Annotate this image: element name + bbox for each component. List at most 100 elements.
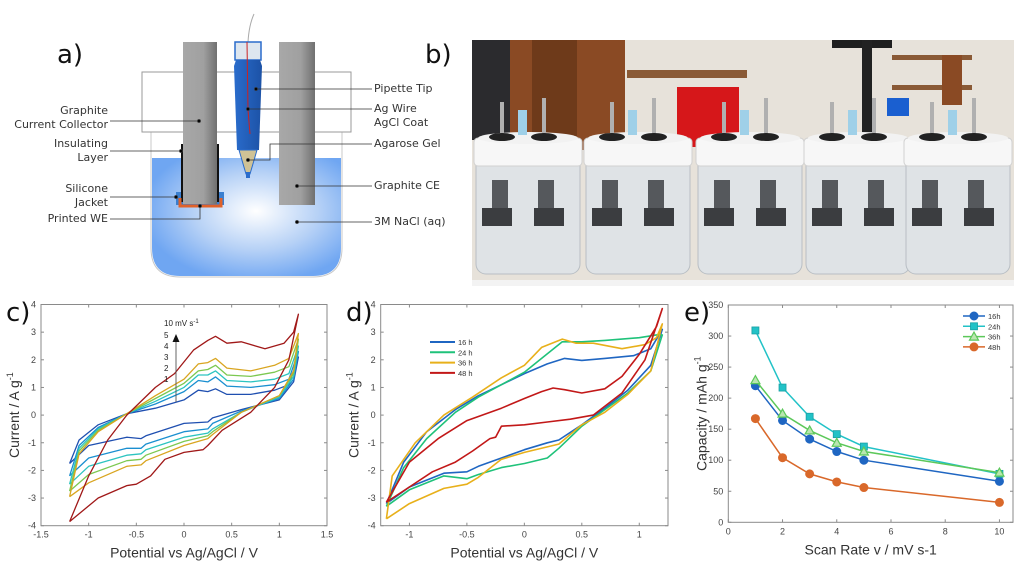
insulating-layer-left <box>181 144 183 202</box>
x-tick-label: 2 <box>780 526 785 536</box>
annotation-item: 5 <box>164 331 169 340</box>
data-point-48h <box>750 414 760 424</box>
annotation-item: 3 <box>164 353 169 362</box>
x-tick-label: 1.5 <box>321 530 334 540</box>
label-insulating-layer: Insulating Layer <box>0 137 108 165</box>
electrode-rod <box>714 180 730 210</box>
y-tick-label: 1 <box>31 382 36 392</box>
x-tick-label: 1 <box>637 530 642 540</box>
connector-pin <box>930 102 934 136</box>
x-tick-label: 0 <box>181 530 186 540</box>
jar <box>803 98 913 275</box>
x-tick-label: 0 <box>726 526 731 536</box>
panel-a-label: a) <box>57 40 84 70</box>
legend-label: 24h <box>988 322 1001 331</box>
series-line-10-mV-s-1 <box>69 313 300 523</box>
label-pipette-tip: Pipette Tip <box>374 82 433 96</box>
y-tick-label: 100 <box>708 455 723 465</box>
jar <box>583 98 693 275</box>
electrode-rod <box>538 180 554 210</box>
plot-frame <box>40 304 328 527</box>
label-printed-we: Printed WE <box>0 212 108 226</box>
pipette-tip-end <box>246 172 250 178</box>
electrode-rod <box>602 180 618 210</box>
data-point-48h <box>805 469 815 479</box>
grommet <box>711 133 737 141</box>
x-tick-label: 6 <box>888 526 893 536</box>
grommet <box>961 133 987 141</box>
connector-pin <box>652 98 656 136</box>
grommet <box>753 133 779 141</box>
x-tick-label: 8 <box>943 526 948 536</box>
label-line: Insulating <box>53 137 108 150</box>
connector-pin <box>500 102 504 136</box>
data-point-36h <box>831 437 843 447</box>
legend-label: 36 h <box>458 359 473 368</box>
y-tick-label: 350 <box>708 300 723 310</box>
label-line: Agarose Gel <box>374 137 441 150</box>
connector-pin <box>722 102 726 136</box>
pipette-top <box>234 41 262 61</box>
panel-d-label: d) <box>346 298 373 328</box>
legend-label: 16h <box>988 312 1001 321</box>
data-point-48h <box>994 497 1004 507</box>
electrode-rod <box>868 180 884 210</box>
y-tick-label: 3 <box>371 327 376 337</box>
chart-c-cv-scan-rates: -1.5 -1 -0.5 0 0.5 1 1.5 -4 -3 -2 -1 0 1 2 3 4 Potential… <box>5 300 334 561</box>
pipette-tip <box>848 110 857 135</box>
data-point-36h <box>804 424 816 435</box>
panel-b-label: b) <box>425 40 452 70</box>
y-tick-label: 4 <box>371 300 376 310</box>
y-tick-label: -1 <box>28 438 36 448</box>
graphite-counter-electrode <box>279 42 315 205</box>
legend-label: 24 h <box>458 348 473 357</box>
data-point-24h <box>970 322 978 331</box>
electrode-block <box>534 208 564 226</box>
data-point-36h <box>858 445 870 456</box>
electrode-block <box>704 208 734 226</box>
x-tick-label: 0.5 <box>576 530 589 540</box>
y-tick-label: -2 <box>368 465 376 475</box>
label-agarose-gel: Agarose Gel <box>374 137 441 151</box>
y-tick-label: -4 <box>368 521 376 531</box>
data-point-16h <box>994 476 1004 486</box>
data-point-48h <box>969 342 979 352</box>
label-graphite-ce: Graphite CE <box>374 179 440 193</box>
x-tick-label: -1 <box>85 530 93 540</box>
label-line: Current Collector <box>14 118 108 131</box>
x-tick-label: 1 <box>277 530 282 540</box>
electrode-rod <box>822 180 838 210</box>
insulating-layer-right <box>217 144 219 202</box>
label-line: AgCl Coat <box>374 116 429 129</box>
electrode-rod <box>968 180 984 210</box>
pipette-tip <box>740 110 749 135</box>
data-point-24h <box>778 383 787 392</box>
x-tick-label: -1.5 <box>33 530 49 540</box>
series-line-16-h <box>385 328 664 505</box>
label-line: Ag Wire <box>374 102 417 115</box>
x-tick-label: 10 <box>994 526 1004 536</box>
legend-label: 48h <box>988 343 1001 352</box>
pipette-tip <box>628 110 637 135</box>
connector-pin <box>764 98 768 136</box>
y-tick-label: -3 <box>28 493 36 503</box>
panel-e-label: e) <box>684 298 711 328</box>
y-tick-label: 4 <box>31 300 36 310</box>
arrow-head-icon <box>172 334 180 342</box>
y-tick-label: 1 <box>371 382 376 392</box>
grommet <box>641 133 667 141</box>
x-tick-label: 4 <box>834 526 839 536</box>
y-tick-label: 150 <box>708 424 723 434</box>
electrochemical-cell-diagram <box>110 13 372 278</box>
grommet <box>819 133 845 141</box>
connector-pin <box>972 98 976 136</box>
y-tick-label: -2 <box>28 465 36 475</box>
y-tick-label: -4 <box>28 521 36 531</box>
electrode-rod <box>492 180 508 210</box>
series-line-36-h <box>385 323 664 520</box>
annotation-title: 10 mV s-1 <box>164 319 199 328</box>
y-tick-label: 0 <box>718 517 723 527</box>
grommet <box>489 133 515 141</box>
series-line-3-mV-s-1 <box>68 345 300 485</box>
